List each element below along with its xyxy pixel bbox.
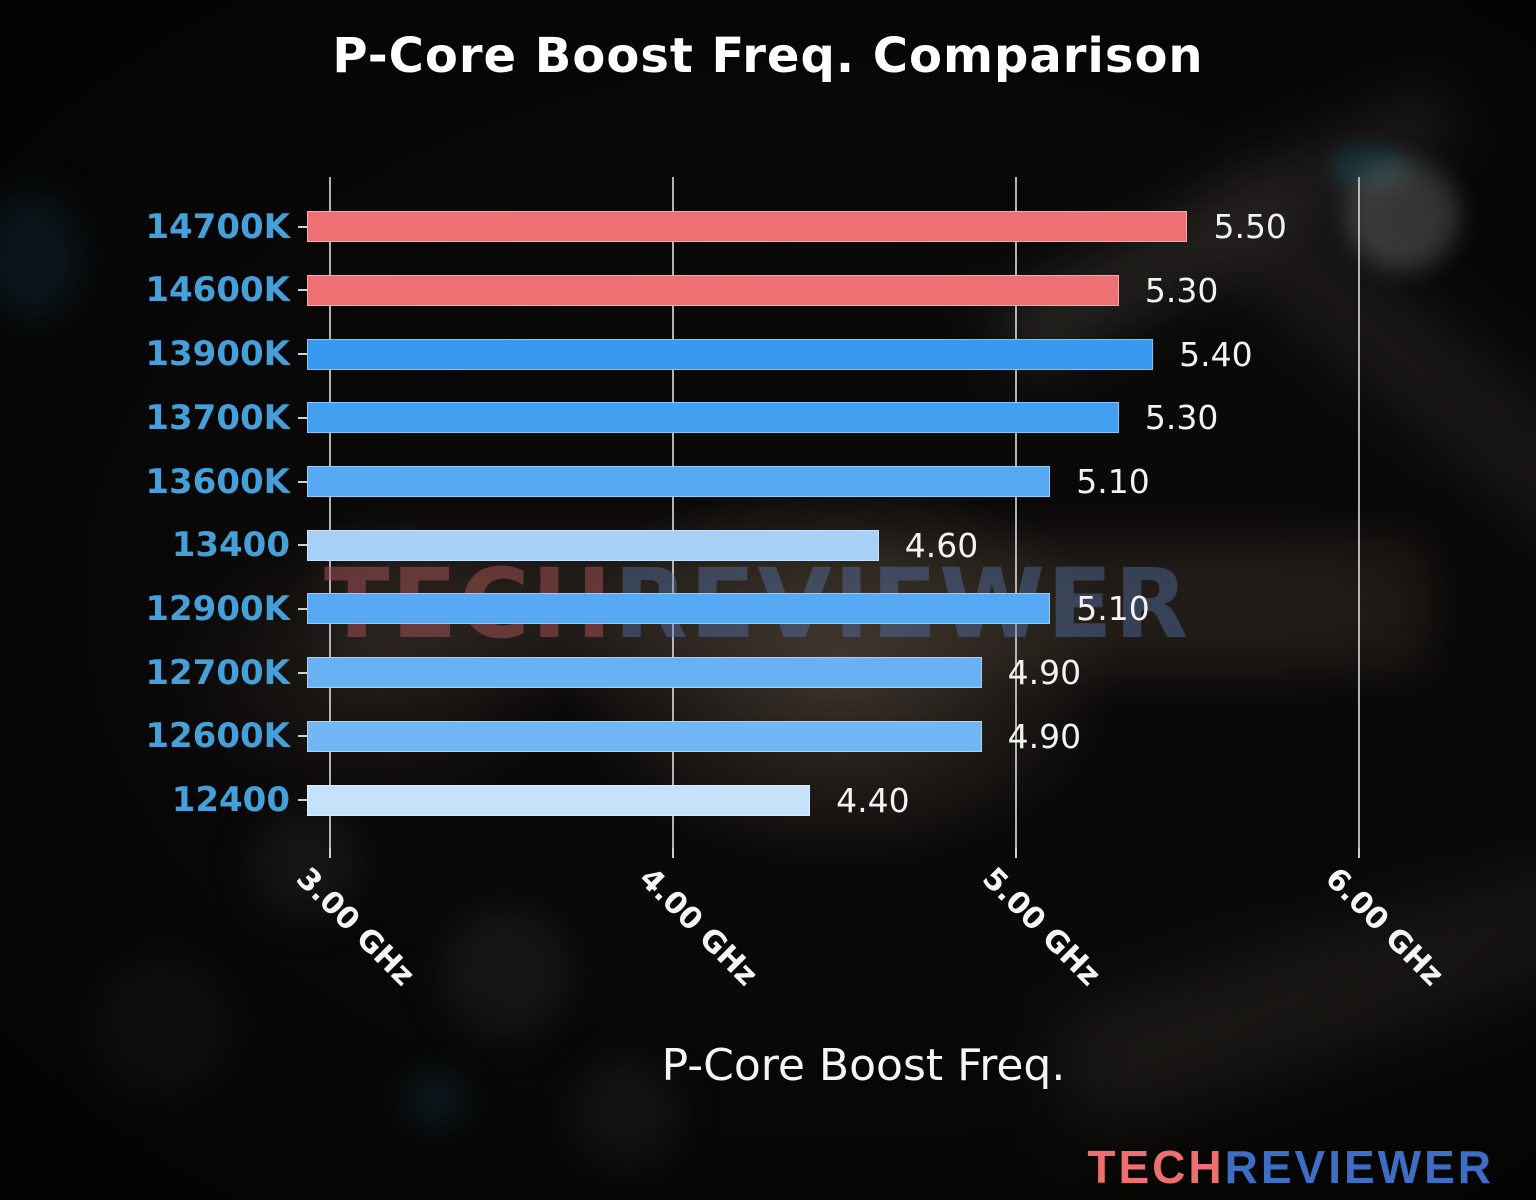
category-label-13700K: 13700K	[145, 397, 290, 438]
x-axis-tick	[671, 848, 674, 858]
value-label: 4.40	[836, 780, 910, 820]
category-label-14700K: 14700K	[145, 206, 290, 247]
value-label: 5.50	[1213, 207, 1287, 247]
x-axis-tick	[1014, 848, 1017, 858]
gridline	[1357, 177, 1360, 848]
x-axis-label: P-Core Boost Freq.	[661, 1040, 1066, 1091]
gridline	[328, 177, 331, 848]
bar-13700K	[307, 402, 1119, 434]
y-axis-tick	[298, 416, 307, 419]
y-axis-tick	[298, 353, 307, 356]
category-label-13900K: 13900K	[145, 334, 290, 375]
y-axis-tick	[298, 289, 307, 292]
y-axis-tick	[298, 480, 307, 483]
value-label: 5.10	[1076, 589, 1150, 629]
x-axis-tick	[1357, 848, 1360, 858]
value-label: 4.90	[1007, 653, 1082, 693]
chart-title: P-Core Boost Freq. Comparison	[332, 28, 1204, 84]
category-label-12900K: 12900K	[145, 588, 290, 629]
logo-reviewer: REVIEWER	[1224, 1141, 1494, 1193]
logo-tech: TECH	[1087, 1141, 1225, 1193]
y-axis-tick	[298, 544, 307, 547]
value-label: 4.60	[904, 525, 979, 565]
bar-12400	[307, 784, 811, 816]
value-label: 5.10	[1076, 462, 1150, 501]
category-label-13400: 13400	[171, 525, 290, 566]
plot-area: 5.50 5.30 5.40 5.30 5.10 4.60 5.10 4.90 4.90 4.40	[298, 177, 1420, 858]
y-axis-tick	[298, 735, 307, 738]
value-label: 5.30	[1144, 270, 1219, 310]
y-axis-tick	[298, 607, 307, 610]
bar-14600K	[307, 274, 1119, 306]
bar-12900K	[307, 593, 1051, 625]
bar-13400	[307, 529, 879, 561]
category-label-13600K: 13600K	[145, 461, 290, 502]
value-label: 4.90	[1007, 716, 1082, 756]
bar-12600K	[307, 720, 982, 752]
y-axis-tick	[298, 799, 307, 801]
brand-logo: TECHREVIEWER	[1087, 1140, 1494, 1194]
bar-14700K	[307, 211, 1188, 243]
x-axis-tick	[328, 848, 331, 858]
value-label: 5.40	[1179, 334, 1253, 374]
category-label-12700K: 12700K	[145, 652, 290, 693]
category-label-14600K: 14600K	[145, 270, 290, 311]
bar-13600K	[307, 466, 1051, 497]
bar-12700K	[307, 657, 982, 689]
category-label-12400: 12400	[171, 780, 290, 820]
value-label: 5.30	[1144, 398, 1219, 438]
y-axis-tick	[298, 225, 307, 228]
category-label-12600K: 12600K	[145, 716, 290, 757]
y-axis-tick	[298, 671, 307, 674]
bar-13900K	[307, 338, 1154, 370]
